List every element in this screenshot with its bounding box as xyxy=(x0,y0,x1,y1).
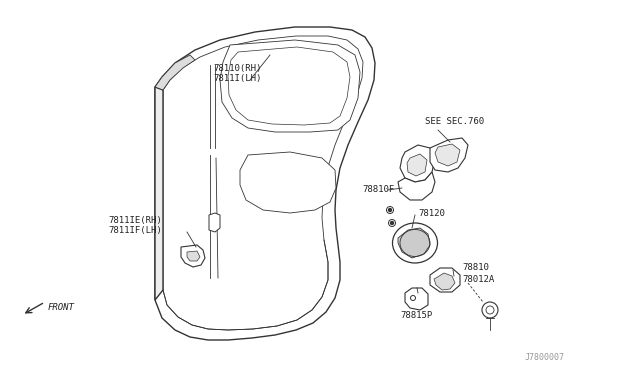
Text: 78110(RH): 78110(RH) xyxy=(213,64,261,73)
Polygon shape xyxy=(209,213,220,232)
Polygon shape xyxy=(430,268,460,292)
Polygon shape xyxy=(398,172,435,200)
Text: J7800007: J7800007 xyxy=(525,353,565,362)
Polygon shape xyxy=(155,87,163,300)
Text: SEE SEC.760: SEE SEC.760 xyxy=(425,118,484,126)
Polygon shape xyxy=(398,228,430,258)
Text: 78120: 78120 xyxy=(418,208,445,218)
Polygon shape xyxy=(407,154,427,176)
Polygon shape xyxy=(220,40,360,132)
Text: 7811I(LH): 7811I(LH) xyxy=(213,74,261,83)
Polygon shape xyxy=(228,47,350,125)
Circle shape xyxy=(388,208,392,212)
Text: 7811IF(LH): 7811IF(LH) xyxy=(108,225,162,234)
Polygon shape xyxy=(240,152,336,213)
Text: 78810: 78810 xyxy=(462,263,489,273)
Polygon shape xyxy=(435,144,460,166)
Polygon shape xyxy=(155,27,375,340)
Text: 78810F: 78810F xyxy=(362,186,394,195)
Polygon shape xyxy=(405,288,428,310)
Polygon shape xyxy=(155,55,195,90)
Polygon shape xyxy=(187,251,200,261)
Text: 7811IE(RH): 7811IE(RH) xyxy=(108,215,162,224)
Circle shape xyxy=(482,302,498,318)
Polygon shape xyxy=(400,145,435,182)
Polygon shape xyxy=(181,245,205,267)
Text: 78012A: 78012A xyxy=(462,276,494,285)
Polygon shape xyxy=(163,36,363,330)
Polygon shape xyxy=(434,273,455,290)
Text: 78815P: 78815P xyxy=(400,311,432,321)
Circle shape xyxy=(390,221,394,224)
Polygon shape xyxy=(430,138,468,172)
Text: FRONT: FRONT xyxy=(48,304,75,312)
Circle shape xyxy=(387,206,394,214)
Circle shape xyxy=(410,295,415,301)
Circle shape xyxy=(388,219,396,227)
